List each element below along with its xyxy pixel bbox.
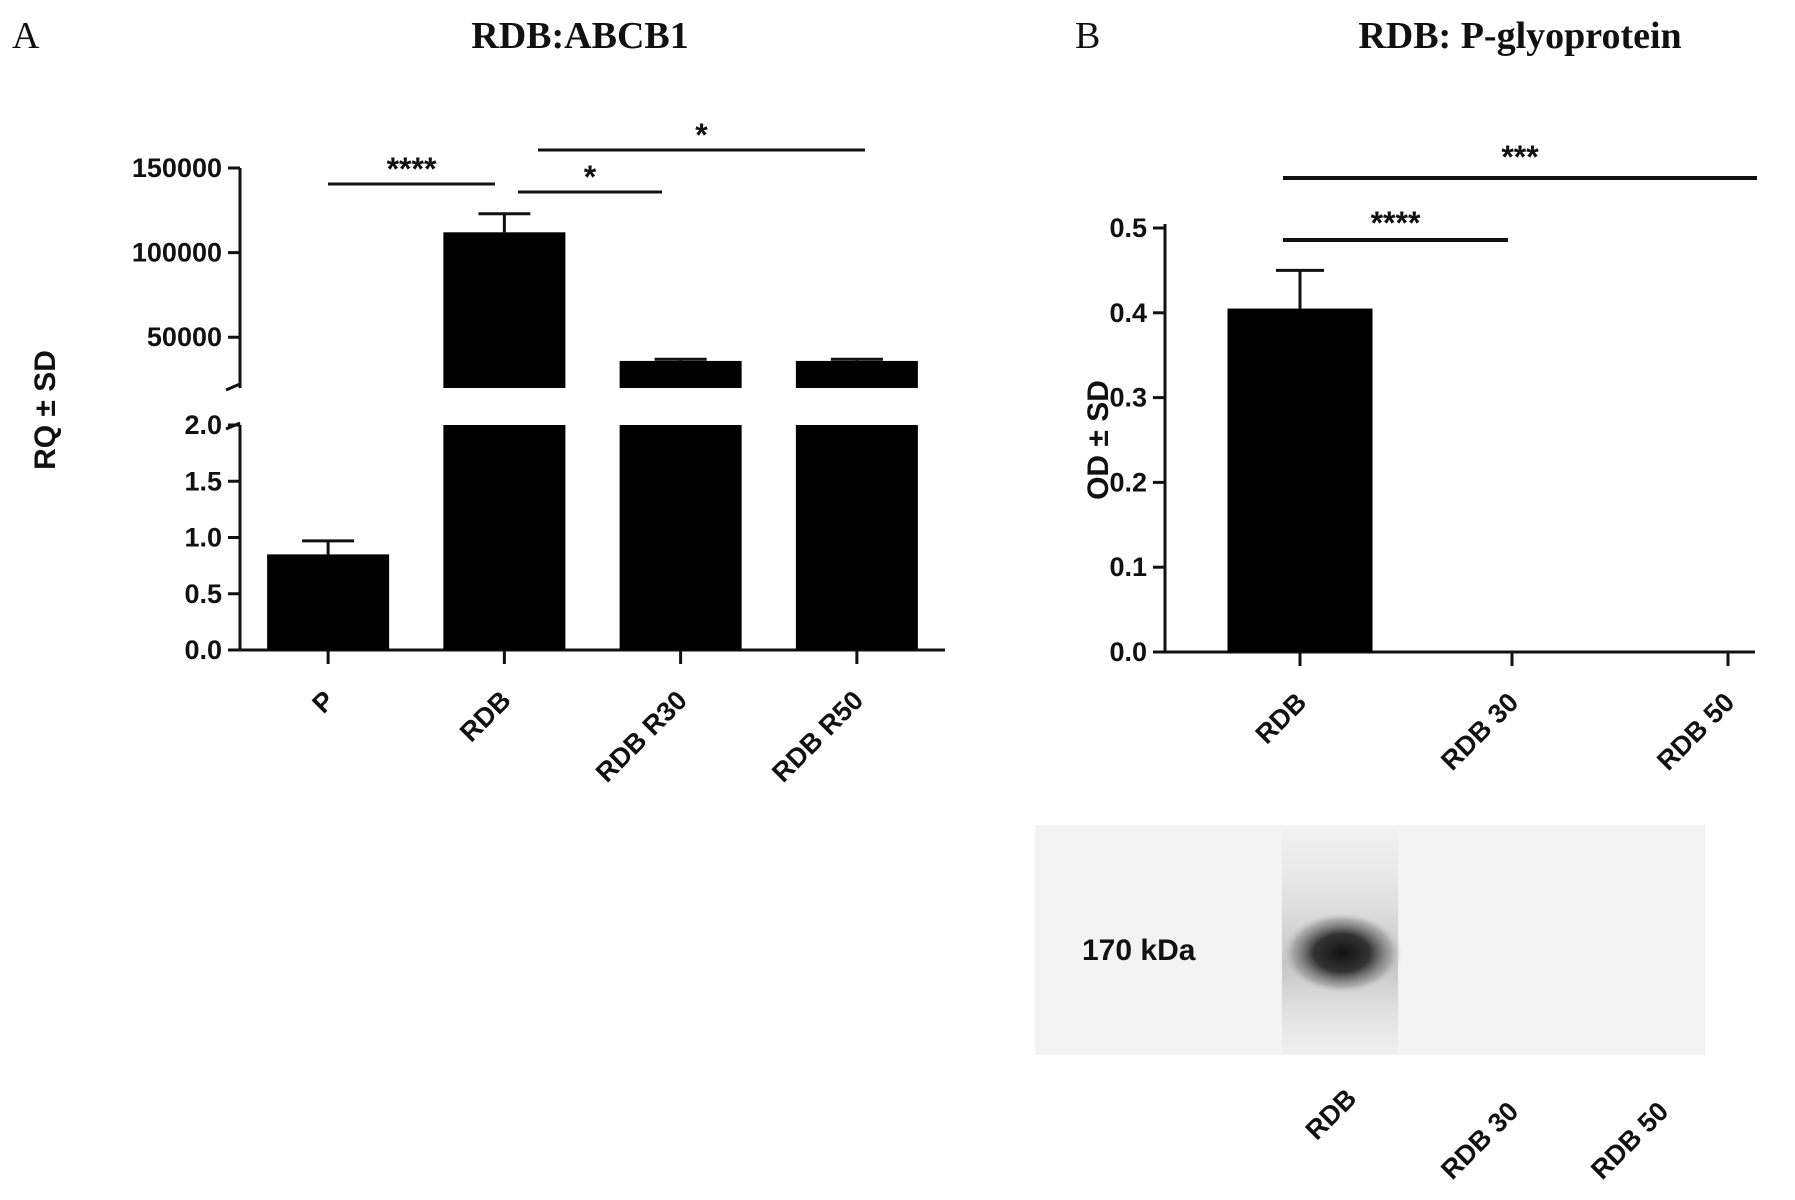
chart-a: 0.0 0.5 1.0 1.5 2.0 50000 100000 150000 P RDB RDB … <box>29 117 945 788</box>
y-tick-label: 0.2 <box>1109 467 1147 497</box>
bar-rdb-r30-upper <box>619 360 742 388</box>
blot-lane-label: RDB 50 <box>1585 1096 1674 1185</box>
x-tick-label: RDB <box>454 685 517 748</box>
bar-rdb-upper <box>443 232 566 388</box>
x-tick-label: RDB <box>1250 687 1313 750</box>
y-tick-label: 0.3 <box>1109 383 1147 413</box>
x-tick-label: RDB R50 <box>766 685 869 788</box>
y-tick-label: 100000 <box>132 238 222 268</box>
blot-lane-label: RDB 30 <box>1435 1096 1524 1185</box>
y-tick-label: 0.1 <box>1109 552 1147 582</box>
significance-label: **** <box>387 151 437 187</box>
panel-a-letter: A <box>12 15 40 57</box>
y-tick-label: 50000 <box>147 322 222 352</box>
y-tick-label: 2.0 <box>184 410 222 440</box>
blot-band-rdb <box>1280 911 1404 995</box>
y-tick-label: 1.0 <box>184 523 222 553</box>
bar-rdb-r50-lower <box>795 425 918 650</box>
y-tick-label: 0.4 <box>1109 298 1147 328</box>
significance-label: *** <box>1501 139 1539 175</box>
bar-rdb <box>1227 308 1373 652</box>
blot-lane-label: RDB <box>1300 1083 1363 1146</box>
bar-rdb-r50-upper <box>795 360 918 388</box>
bar-p <box>267 554 390 650</box>
y-tick-label: 0.5 <box>184 579 222 609</box>
y-tick-label: 0.0 <box>184 635 222 665</box>
significance-label: * <box>695 117 708 153</box>
y-axis-label: OD ± SD <box>1082 380 1115 500</box>
blot-band-label: 170 kDa <box>1082 934 1196 967</box>
bar-rdb-lower <box>443 425 566 650</box>
panel-b-title: RDB: P-glyoprotein <box>1358 15 1681 57</box>
x-tick-label: RDB 50 <box>1651 687 1740 776</box>
panel-a-title: RDB:ABCB1 <box>471 15 688 57</box>
significance-label: * <box>584 159 597 195</box>
x-tick-label: P <box>306 685 340 719</box>
axis-break-mark <box>225 382 241 392</box>
y-tick-label: 150000 <box>132 153 222 183</box>
panel-b-letter: B <box>1075 15 1100 57</box>
x-tick-label: RDB R30 <box>590 685 693 788</box>
significance-label: **** <box>1371 205 1421 241</box>
x-tick-label: RDB 30 <box>1435 687 1524 776</box>
bar-rdb-r30-lower <box>619 425 742 650</box>
y-tick-label: 1.5 <box>184 466 222 496</box>
western-blot: 170 kDa RDB RDB 30 RDB 50 <box>1035 825 1705 1185</box>
y-tick-label: 0.0 <box>1109 637 1147 667</box>
y-tick-label: 0.5 <box>1109 213 1147 243</box>
y-axis-label: RQ ± SD <box>29 350 62 470</box>
